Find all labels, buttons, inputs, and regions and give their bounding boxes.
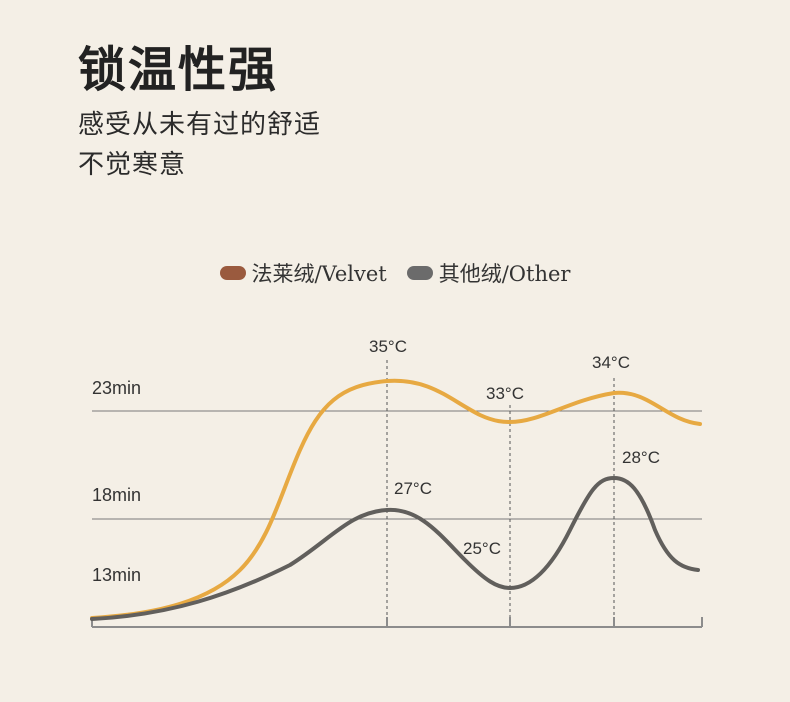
annotation-velvet-33: 33°C: [486, 384, 524, 403]
y-tick-label-13min: 13min: [92, 565, 141, 585]
series-line-velvet: [90, 378, 702, 620]
y-tick-label-23min: 23min: [92, 378, 141, 398]
chart-legend: 法莱绒/Velvet 其他绒/Other: [0, 258, 790, 288]
legend-item-velvet: 法莱绒/Velvet: [219, 258, 387, 288]
legend-swatch-other: [406, 266, 433, 280]
annotation-velvet-34: 34°C: [592, 353, 630, 372]
legend-item-other: 其他绒/Other: [406, 258, 571, 288]
subtitle-line-1: 感受从未有过的舒适: [78, 110, 322, 140]
page-title: 锁温性强: [78, 42, 279, 98]
subtitle-line-2: 不觉寒意: [78, 150, 187, 180]
annotation-other-25: 25°C: [463, 539, 501, 558]
legend-swatch-velvet: [219, 266, 246, 280]
legend-label-velvet: 法莱绒/Velvet: [251, 262, 387, 286]
annotation-other-27: 27°C: [394, 479, 432, 498]
annotation-other-28: 28°C: [622, 448, 660, 467]
series-line-other: [90, 475, 700, 621]
annotation-velvet-35: 35°C: [369, 337, 407, 356]
y-tick-label-18min: 18min: [92, 485, 141, 505]
legend-label-other: 其他绒/Other: [438, 262, 571, 286]
